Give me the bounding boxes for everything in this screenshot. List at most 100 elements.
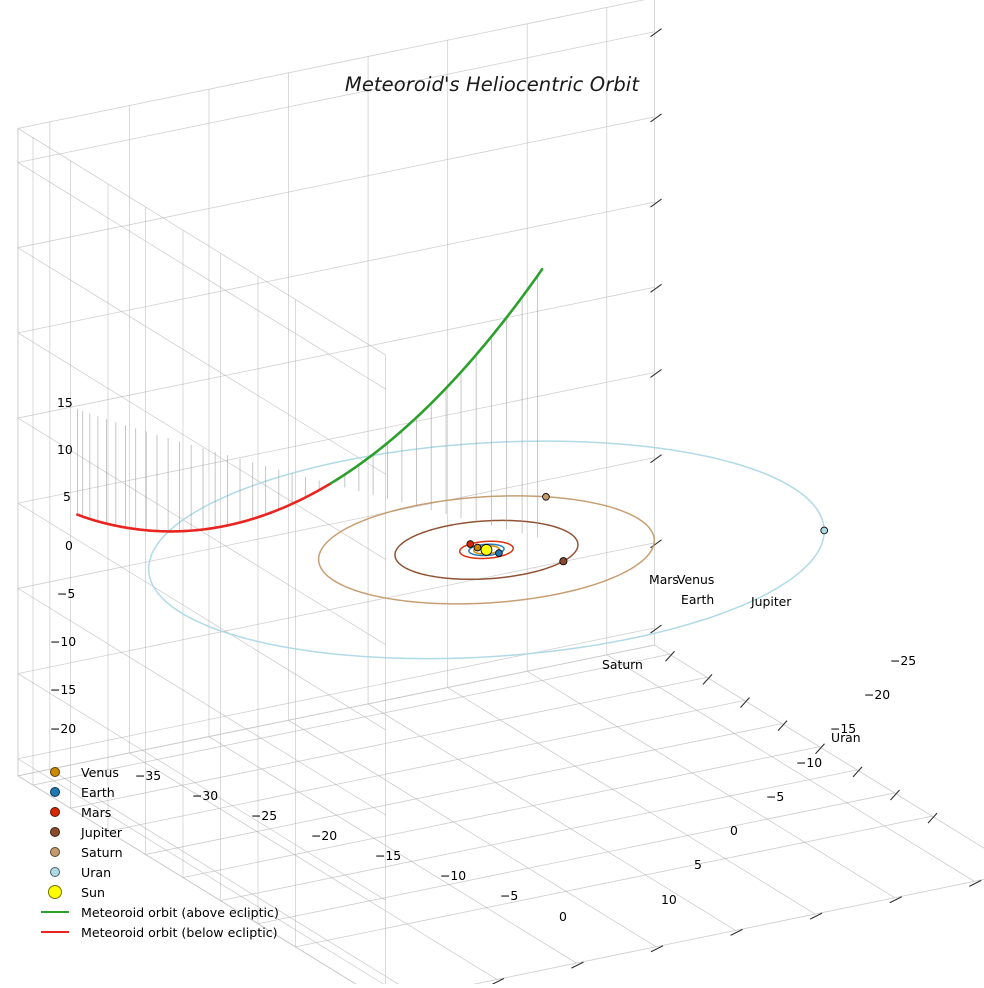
floor-grid-line xyxy=(220,769,858,902)
wall-x-grid-line xyxy=(17,372,655,504)
wall-y-grid-line xyxy=(17,417,386,645)
body-marker-uran[interactable] xyxy=(820,526,829,535)
legend-item[interactable]: Uran xyxy=(38,862,298,882)
y-axis-tick-label: −25 xyxy=(890,653,917,668)
x-axis-tick-label: −5 xyxy=(500,888,519,903)
x-tick-mark xyxy=(927,812,938,824)
legend-item-label: Meteoroid orbit (above ecliptic) xyxy=(81,904,279,920)
z-tick-mark xyxy=(650,28,662,38)
x-axis-tick-label: −30 xyxy=(192,788,219,803)
wall-x-grid-line xyxy=(17,286,655,419)
wall-x-grid-line xyxy=(17,627,655,760)
legend-item-label: Sun xyxy=(81,884,105,900)
legend-item-label: Saturn xyxy=(81,844,123,860)
floor-grid-line xyxy=(606,654,975,882)
legend-line-icon xyxy=(41,910,69,914)
wall-x-grid-line xyxy=(17,116,655,249)
body-marker-earth[interactable] xyxy=(495,549,503,557)
legend-marker-icon xyxy=(49,846,61,858)
y-tick-mark xyxy=(889,896,902,904)
body-label-mars: Mars xyxy=(649,572,679,587)
legend-item-label: Earth xyxy=(81,784,115,800)
floor-grid-line xyxy=(295,815,933,948)
orbit-path-jupiter xyxy=(394,519,579,581)
legend-marker-icon xyxy=(49,806,61,818)
z-tick-mark xyxy=(650,283,662,293)
body-marker-sun[interactable] xyxy=(480,543,493,556)
wall-y-grid-line xyxy=(17,332,386,560)
legend-item[interactable]: Saturn xyxy=(38,842,298,862)
x-tick-mark xyxy=(890,789,900,801)
x-axis-tick-label: −10 xyxy=(440,868,467,883)
body-label-saturn: Saturn xyxy=(602,657,643,672)
legend-item[interactable]: Meteoroid orbit (below ecliptic) xyxy=(38,922,298,942)
y-tick-mark xyxy=(650,945,664,953)
y-tick-mark xyxy=(969,879,982,887)
z-tick-mark xyxy=(650,369,662,378)
wall-x-grid-line xyxy=(17,201,655,334)
x-axis-tick-label: −20 xyxy=(311,828,338,843)
z-tick-mark xyxy=(650,624,662,634)
page-title: Meteoroid's Heliocentric Orbit xyxy=(344,73,640,96)
z-tick-mark xyxy=(650,198,662,208)
legend-item[interactable]: Jupiter xyxy=(38,822,298,842)
wall-x-grid-line xyxy=(17,542,655,675)
legend-item-label: Venus xyxy=(81,764,119,780)
wall-y-grid-line xyxy=(17,502,386,731)
wall-y-grid-line xyxy=(17,588,386,816)
legend-item[interactable]: Earth xyxy=(38,782,298,802)
x-tick-mark xyxy=(777,720,788,732)
floor-grid-line xyxy=(257,792,895,925)
z-tick-mark xyxy=(650,539,662,549)
x-axis-tick-label: −35 xyxy=(135,768,162,783)
y-axis-tick-label: −5 xyxy=(766,789,785,804)
x-tick-mark xyxy=(740,697,750,708)
body-marker-mars[interactable] xyxy=(466,540,475,548)
legend-item[interactable]: Mars xyxy=(38,802,298,822)
body-marker-jupiter[interactable] xyxy=(559,557,568,566)
y-tick-mark xyxy=(491,977,505,985)
y-axis-tick-label: −20 xyxy=(864,687,891,702)
floor-grid-line xyxy=(107,700,745,832)
legend-marker-icon xyxy=(49,866,61,878)
floor-grid-line xyxy=(447,687,816,915)
body-marker-venus[interactable] xyxy=(473,543,482,552)
legend-item-label: Jupiter xyxy=(81,824,123,840)
x-tick-mark xyxy=(852,766,863,778)
legend-item-label: Uran xyxy=(81,864,112,880)
y-tick-mark xyxy=(571,961,584,969)
body-label-jupiter: Jupiter xyxy=(751,594,792,609)
floor-grid-line xyxy=(526,670,895,899)
body-marker-saturn[interactable] xyxy=(542,492,550,501)
legend-item-label: Meteoroid orbit (below ecliptic) xyxy=(81,924,278,940)
floor-grid-line xyxy=(145,723,783,855)
z-axis-tick-label: −10 xyxy=(50,634,77,649)
y-axis-tick-label: −10 xyxy=(796,755,823,770)
legend: Venus Earth Mars Jupiter Saturn Uran Sun Meteor… xyxy=(38,762,298,942)
legend-item[interactable]: Venus xyxy=(38,762,298,782)
wall-y-grid-line xyxy=(17,247,386,475)
x-tick-mark xyxy=(665,650,675,662)
x-tick-mark xyxy=(815,743,825,755)
x-axis-tick-label: 0 xyxy=(559,909,567,924)
legend-marker-icon xyxy=(49,826,61,838)
meteoroid-orbit-above-ecliptic xyxy=(329,267,544,485)
legend-item-label: Mars xyxy=(81,804,112,820)
y-axis-tick-label: 10 xyxy=(661,892,677,907)
floor-grid-line xyxy=(49,768,406,988)
y-axis-tick-label: 0 xyxy=(730,823,738,838)
orbit-path-mars xyxy=(458,540,514,560)
body-label-uran: Uran xyxy=(831,730,861,745)
x-tick-mark xyxy=(702,674,713,685)
wall-y-grid-line xyxy=(17,758,386,986)
floor-grid-line xyxy=(129,752,498,980)
z-axis-tick-label: 15 xyxy=(57,395,73,410)
z-axis-tick-label: 10 xyxy=(57,442,73,457)
x-axis-tick-label: −15 xyxy=(375,848,402,863)
z-axis-tick-label: −20 xyxy=(50,721,77,736)
legend-item[interactable]: Meteoroid orbit (above ecliptic) xyxy=(38,902,298,922)
legend-item[interactable]: Sun xyxy=(38,882,298,902)
z-tick-mark xyxy=(650,454,662,464)
